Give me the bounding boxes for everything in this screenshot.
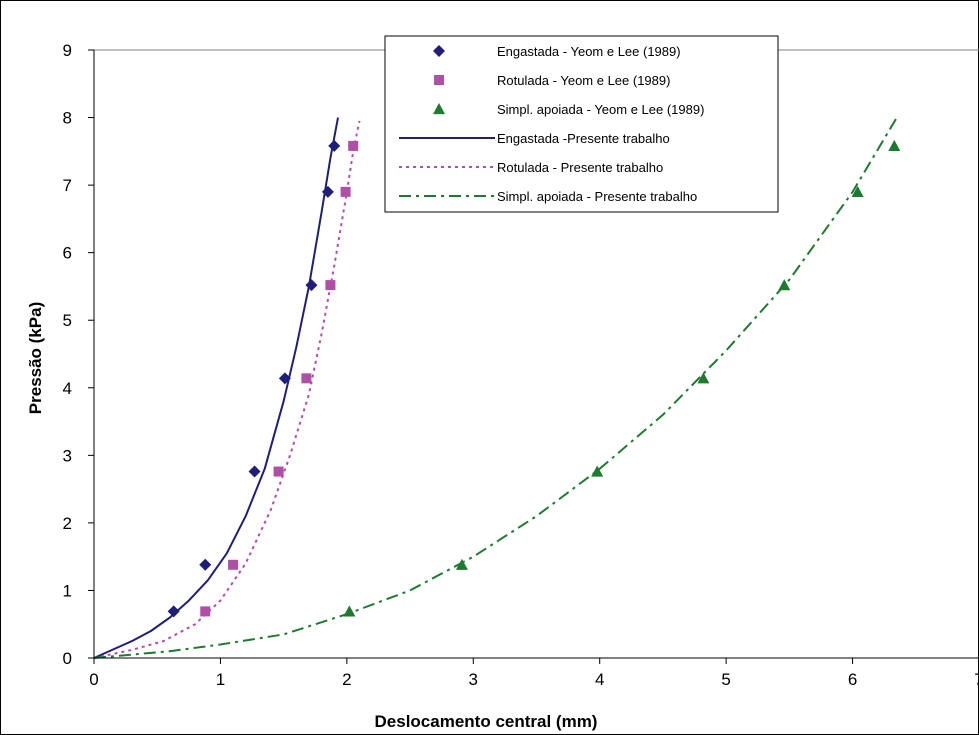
x-axis-title: Deslocamento central (mm) — [375, 712, 598, 731]
y-tick-label: 7 — [63, 176, 72, 195]
x-tick-label: 6 — [848, 670, 857, 689]
legend-label: Rotulada - Presente trabalho — [497, 160, 663, 175]
y-tick-label: 5 — [63, 311, 72, 330]
y-tick-label: 8 — [63, 109, 72, 128]
y-tick-label: 3 — [63, 446, 72, 465]
data-point-diamond — [248, 465, 261, 478]
data-point-square — [348, 140, 359, 151]
data-point-square — [228, 559, 239, 570]
data-point-diamond — [167, 605, 180, 618]
axis-layer: 0 1 2 3 4 5 6 7 8 9 0 1 2 3 4 5 6 7 — [63, 41, 979, 689]
y-tick-label: 0 — [63, 649, 72, 668]
legend-label: Engastada - Yeom e Lee (1989) — [497, 44, 681, 59]
data-point-triangle — [888, 139, 901, 152]
legend-symbol-square — [434, 75, 444, 85]
x-tick-label: 3 — [469, 670, 478, 689]
data-point-square — [273, 466, 284, 477]
data-point-diamond — [321, 185, 334, 198]
data-point-square — [340, 186, 351, 197]
legend: Engastada - Yeom e Lee (1989) Rotulada - … — [384, 35, 779, 213]
legend-box — [384, 35, 779, 213]
x-tick-label: 2 — [342, 670, 351, 689]
y-axis-title: Pressão (kPa) — [26, 302, 45, 414]
data-point-diamond — [199, 558, 212, 571]
x-tick-label: 5 — [721, 670, 730, 689]
data-point-diamond — [328, 139, 341, 152]
data-point-triangle — [343, 605, 356, 617]
data-point-diamond — [305, 279, 318, 292]
legend-symbol-triangle — [433, 103, 445, 115]
x-tick-label: 4 — [595, 670, 604, 689]
x-tick-label: 0 — [89, 670, 98, 689]
data-point-square — [301, 373, 312, 384]
legend-label: Rotulada - Yeom e Lee (1989) — [497, 73, 670, 88]
y-tick-label: 6 — [63, 244, 72, 263]
series-layer — [93, 117, 901, 659]
x-tick-label: 7 — [974, 670, 979, 689]
y-tick-label: 4 — [63, 379, 72, 398]
legend-label: Engastada -Presente trabalho — [497, 131, 670, 146]
y-tick-label: 2 — [63, 514, 72, 533]
data-point-triangle — [778, 279, 791, 291]
x-tick-label: 1 — [216, 670, 225, 689]
data-point-triangle — [697, 372, 710, 384]
y-tick-label: 1 — [63, 581, 72, 600]
series-line-5 — [93, 117, 898, 659]
legend-symbol-diamond — [433, 45, 445, 57]
data-point-diamond — [278, 372, 291, 385]
data-point-triangle — [851, 185, 864, 197]
series-line-4 — [93, 120, 361, 659]
data-point-triangle — [591, 465, 604, 477]
data-point-square — [200, 606, 211, 617]
series-line-3 — [93, 117, 339, 659]
data-point-triangle — [455, 558, 468, 570]
y-tick-label: 9 — [63, 41, 72, 60]
data-point-square — [325, 280, 336, 291]
legend-label: Simpl. apoiada - Yeom e Lee (1989) — [497, 102, 704, 117]
legend-label: Simpl. apoiada - Presente trabalho — [497, 189, 697, 204]
